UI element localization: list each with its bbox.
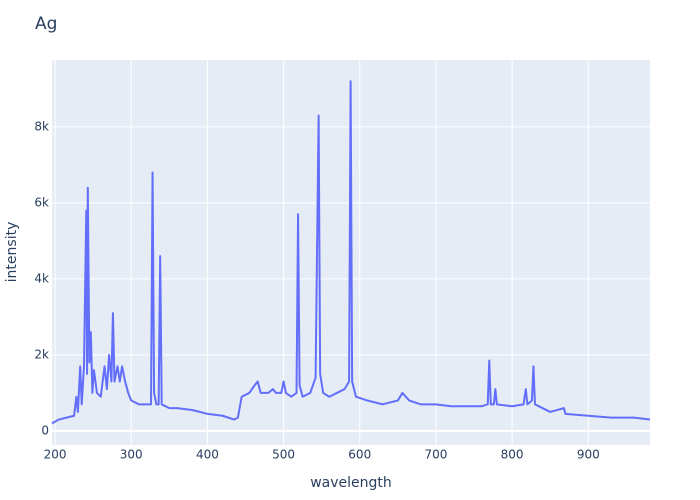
chart-title: Ag <box>35 14 57 34</box>
x-tick-label: 300 <box>120 448 143 462</box>
y-axis-title: intensity <box>4 222 20 283</box>
x-tick-label: 400 <box>196 448 219 462</box>
x-tick-label: 200 <box>44 448 67 462</box>
x-tick-label: 500 <box>272 448 295 462</box>
x-tick-label: 800 <box>501 448 524 462</box>
x-axis-title: wavelength <box>310 475 392 491</box>
x-tick-label: 700 <box>424 448 447 462</box>
y-tick-label: 2k <box>34 347 49 361</box>
y-tick-label: 4k <box>34 271 49 285</box>
y-tick-label: 8k <box>34 119 49 133</box>
x-tick-label: 600 <box>348 448 371 462</box>
x-tick-label: 900 <box>577 448 600 462</box>
y-tick-label: 6k <box>34 195 49 209</box>
spectrum-line <box>51 80 651 425</box>
y-tick-label: 0 <box>41 423 49 437</box>
